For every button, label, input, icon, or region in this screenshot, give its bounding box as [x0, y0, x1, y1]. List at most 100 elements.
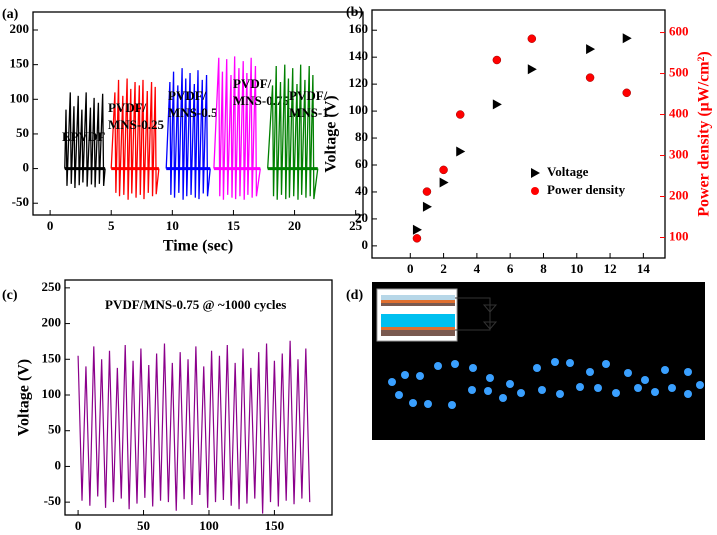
- led: [451, 360, 459, 368]
- led: [696, 381, 704, 389]
- led: [612, 389, 620, 397]
- point: [439, 165, 448, 175]
- signal-line: [267, 64, 319, 200]
- plot-frame: [371, 9, 666, 259]
- led: [469, 364, 477, 372]
- series: [110, 78, 160, 200]
- y2-axis-label: Power density (μW/cm²): [696, 51, 713, 217]
- point: [492, 55, 502, 65]
- point: [527, 34, 537, 43]
- legend-marker: [531, 187, 539, 195]
- led: [416, 372, 424, 380]
- led: [401, 371, 409, 379]
- point: [412, 234, 422, 243]
- point: [412, 224, 422, 235]
- y-tick-label: 150: [10, 56, 30, 71]
- led: [651, 388, 659, 396]
- y-tick-label: 0: [362, 237, 369, 252]
- led: [661, 366, 669, 374]
- y-tick-label: 60: [355, 156, 368, 171]
- point: [585, 73, 595, 82]
- x-tick-label: 14: [637, 261, 651, 276]
- series: [213, 56, 261, 200]
- signal-line: [64, 92, 106, 189]
- y-tick-label: 100: [349, 102, 369, 117]
- led: [566, 359, 574, 367]
- leds: [388, 358, 704, 409]
- series-label: MNS-0.5: [168, 105, 218, 120]
- x-axis-label: Time (sec): [163, 238, 233, 255]
- point: [422, 187, 432, 196]
- led: [641, 376, 649, 384]
- led: [602, 360, 610, 368]
- y-tick-label: 200: [10, 21, 30, 36]
- led: [517, 389, 525, 397]
- led: [556, 390, 564, 398]
- signal-line: [77, 340, 311, 514]
- point: [622, 33, 632, 44]
- legend-marker: [531, 168, 540, 178]
- x-tick-label: 0: [75, 518, 82, 533]
- led: [409, 399, 417, 407]
- x-tick-label: 10: [166, 218, 179, 233]
- plot-frame: [32, 11, 364, 216]
- point: [455, 110, 465, 119]
- x-tick-label: 0: [47, 218, 54, 233]
- y-axis-label: Voltage (V): [16, 359, 33, 436]
- signal-line: [110, 78, 160, 200]
- y-tick-label: 20: [355, 210, 368, 225]
- series: [77, 340, 311, 514]
- y-tick-label: 80: [355, 129, 368, 144]
- x-tick-label: 2: [440, 261, 447, 276]
- inset-layer: [381, 327, 455, 330]
- x-tick-label: 25: [349, 218, 363, 233]
- x-tick-label: 5: [108, 218, 115, 233]
- series-label: PVDF/: [289, 88, 328, 103]
- inset-layer: [381, 303, 455, 306]
- point: [456, 146, 466, 157]
- led: [424, 400, 432, 408]
- y-tick-label: 100: [10, 90, 30, 105]
- led: [668, 384, 676, 392]
- panel-label: (d): [346, 288, 363, 303]
- y2-tick-label: 200: [669, 187, 689, 202]
- led: [486, 374, 494, 382]
- y-tick-label: 150: [42, 350, 62, 365]
- y2-tick-label: 400: [669, 106, 689, 121]
- y-tick-label: 120: [349, 75, 369, 90]
- x-tick-label: 150: [265, 518, 285, 533]
- y-tick-label: 200: [42, 315, 62, 330]
- led: [684, 368, 692, 376]
- y2-tick-label: 500: [669, 65, 689, 80]
- series: [64, 92, 106, 189]
- legend-label: Power density: [547, 182, 626, 197]
- led: [388, 378, 396, 386]
- led: [484, 387, 492, 395]
- led: [594, 384, 602, 392]
- y-tick-label: -50: [44, 493, 61, 508]
- point: [527, 64, 537, 75]
- y2-tick-label: 600: [669, 24, 689, 39]
- y-tick-label: 0: [23, 160, 30, 175]
- y-tick-label: -50: [12, 194, 29, 209]
- x-tick-label: 4: [474, 261, 481, 276]
- led: [468, 386, 476, 394]
- series-label: MNS-1: [289, 105, 329, 120]
- panel-label: (c): [2, 288, 18, 303]
- x-tick-label: 100: [199, 518, 219, 533]
- x-tick-label: 8: [540, 261, 547, 276]
- panel-label: (b): [346, 5, 363, 20]
- y-axis-label: Voltage (V): [0, 75, 1, 152]
- point: [422, 201, 432, 212]
- panel-label: (a): [2, 7, 19, 22]
- led: [434, 362, 442, 370]
- y-tick-label: 250: [42, 279, 62, 294]
- point: [439, 177, 449, 188]
- series-label: PVDF/: [168, 88, 207, 103]
- point: [586, 44, 596, 55]
- point: [492, 99, 502, 110]
- led: [533, 364, 541, 372]
- x-tick-label: 10: [570, 261, 583, 276]
- y-tick-label: 50: [48, 422, 61, 437]
